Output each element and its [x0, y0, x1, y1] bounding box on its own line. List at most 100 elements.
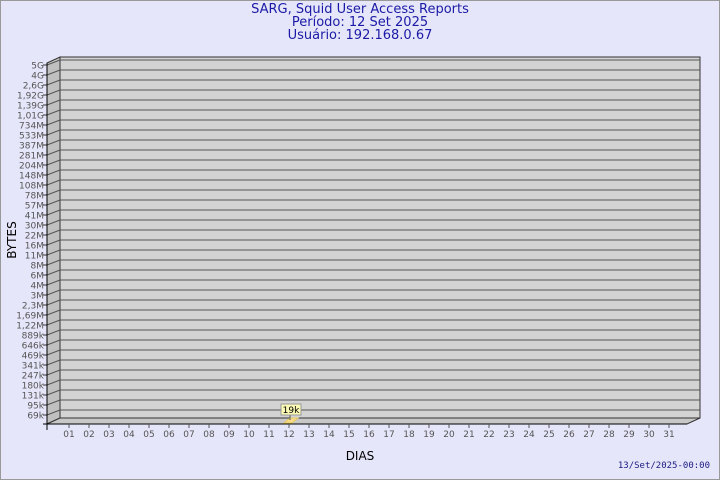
- gridline-side: [46, 219, 61, 226]
- y-tick-label: 469k: [22, 352, 45, 362]
- y-tick-label: 1,69M: [16, 312, 44, 322]
- gridline-side: [46, 129, 61, 136]
- gridline-side: [46, 119, 61, 126]
- gridline-side: [46, 369, 61, 376]
- y-tick-label: 148M: [19, 172, 44, 182]
- x-tick-label: 14: [323, 430, 335, 440]
- gridline-side: [46, 89, 61, 96]
- gridline-side: [46, 79, 61, 86]
- gridline-side: [46, 149, 61, 156]
- y-tick-label: 247k: [22, 372, 45, 382]
- gridline-side: [46, 139, 61, 146]
- data-label: 19k: [283, 406, 300, 416]
- y-tick-label: 30M: [25, 222, 44, 232]
- gridline-side: [46, 179, 61, 186]
- x-tick-label: 16: [363, 430, 375, 440]
- y-tick-label: 341k: [22, 362, 45, 372]
- y-tick-label: 95k: [27, 402, 44, 412]
- x-tick-label: 09: [223, 430, 235, 440]
- y-tick-label: 1,92G: [17, 92, 44, 102]
- gridline-side: [46, 329, 61, 336]
- x-tick-label: 27: [583, 430, 594, 440]
- x-tick-label: 05: [143, 430, 154, 440]
- data-label-box: [280, 403, 302, 416]
- y-axis-label: BYTES: [5, 221, 19, 258]
- gridline-side: [46, 249, 61, 256]
- x-tick-label: 06: [163, 430, 175, 440]
- x-tick-label: 11: [263, 430, 274, 440]
- y-tick-label: 6M: [31, 272, 45, 282]
- y-tick-label: 734M: [19, 122, 44, 132]
- gridline-side: [46, 159, 61, 166]
- gridline-side: [46, 69, 61, 76]
- y-tick-label: 533M: [19, 132, 44, 142]
- x-tick-label: 22: [483, 430, 494, 440]
- x-tick-label: 08: [203, 430, 215, 440]
- x-tick-label: 24: [523, 430, 535, 440]
- y-tick-label: 1,01G: [17, 112, 44, 122]
- y-tick-label: 108M: [19, 182, 44, 192]
- x-tick-label: 30: [643, 430, 655, 440]
- y-tick-label: 78M: [25, 192, 44, 202]
- y-tick-label: 204M: [19, 162, 44, 172]
- x-tick-label: 02: [83, 430, 94, 440]
- x-tick-label: 20: [443, 430, 455, 440]
- x-tick-label: 17: [383, 430, 394, 440]
- x-tick-label: 01: [63, 430, 74, 440]
- y-tick-label: 281M: [19, 152, 44, 162]
- plot-back-panel: [59, 56, 701, 419]
- y-tick-label: 16M: [25, 242, 44, 252]
- y-tick-label: 69k: [27, 412, 44, 422]
- gridline-side: [46, 59, 61, 66]
- x-tick-label: 03: [103, 430, 114, 440]
- period-label: Período: 12 Set 2025: [291, 15, 429, 30]
- x-tick-label: 21: [463, 430, 474, 440]
- x-tick-label: 28: [603, 430, 615, 440]
- x-tick-label: 04: [123, 430, 135, 440]
- x-tick-label: 29: [623, 430, 635, 440]
- plot-floor: [46, 417, 701, 425]
- user-label: Usuário: 192.168.0.67: [287, 28, 433, 43]
- y-tick-label: 1,39G: [17, 102, 44, 112]
- gridline-side: [46, 259, 61, 266]
- y-tick-label: 11M: [25, 252, 44, 262]
- gridline-side: [46, 379, 61, 386]
- y-tick-label: 131k: [22, 392, 45, 402]
- x-tick-label: 15: [343, 430, 354, 440]
- y-tick-label: 889k: [22, 332, 45, 342]
- generated-timestamp: 13/Set/2025-00:00: [617, 461, 710, 471]
- bar-day-12: [282, 417, 300, 424]
- x-tick-label: 25: [543, 430, 554, 440]
- gridline-side: [46, 309, 61, 316]
- y-tick-label: 2,6G: [23, 82, 44, 92]
- gridline-side: [46, 289, 61, 296]
- x-axis-label: DIAS: [346, 449, 375, 463]
- y-tick-label: 2,3M: [22, 302, 44, 312]
- x-tick-label: 18: [403, 430, 415, 440]
- gridline-side: [46, 99, 61, 106]
- gridline-side: [46, 359, 61, 366]
- x-tick-label: 10: [243, 430, 255, 440]
- gridline-side: [46, 399, 61, 406]
- y-tick-label: 41M: [25, 212, 44, 222]
- gridline-side: [46, 239, 61, 246]
- gridline-side: [46, 209, 61, 216]
- x-tick-label: 12: [283, 430, 294, 440]
- gridline-side: [46, 409, 61, 416]
- y-tick-label: 387M: [19, 142, 44, 152]
- y-tick-label: 4G: [31, 72, 44, 82]
- gridline-side: [46, 339, 61, 346]
- y-tick-label: 3M: [31, 292, 45, 302]
- gridline-side: [46, 199, 61, 206]
- x-tick-label: 26: [563, 430, 575, 440]
- y-tick-label: 4M: [31, 282, 45, 292]
- gridline-side: [46, 319, 61, 326]
- gridline-side: [46, 349, 61, 356]
- gridline-side: [46, 189, 61, 196]
- y-tick-label: 1,22M: [16, 322, 44, 332]
- y-tick-label: 22M: [25, 232, 44, 242]
- x-tick-label: 13: [303, 430, 314, 440]
- gridline-side: [46, 109, 61, 116]
- y-tick-label: 180k: [22, 382, 45, 392]
